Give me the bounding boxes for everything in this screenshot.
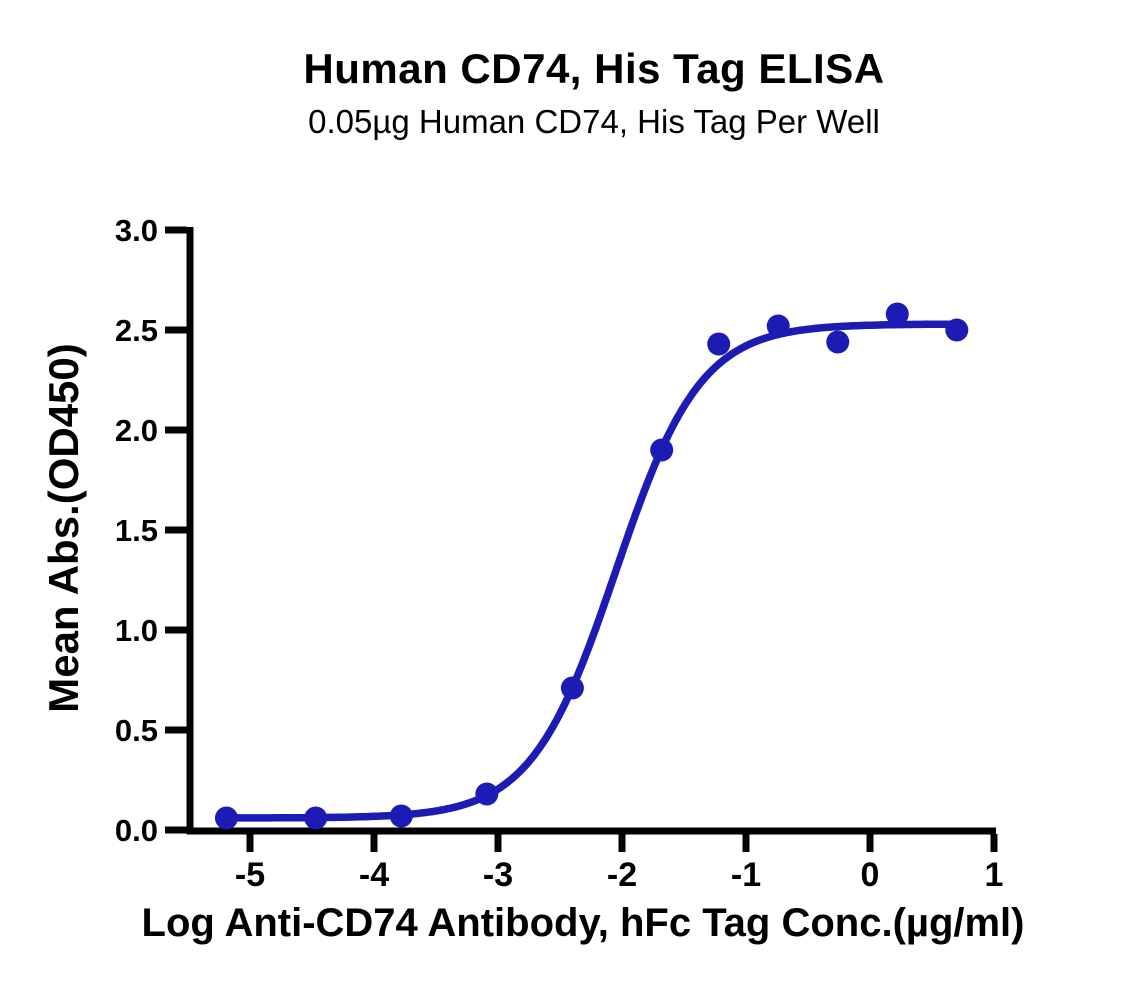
data-point	[650, 438, 674, 462]
chart-subtitle: 0.05µg Human CD74, His Tag Per Well	[308, 103, 880, 140]
x-tick-label: -2	[607, 856, 637, 894]
data-point	[475, 782, 499, 806]
data-point	[766, 314, 790, 338]
y-axis-label: Mean Abs.(OD450)	[40, 343, 87, 713]
x-tick-label: 0	[861, 856, 880, 894]
data-point	[560, 676, 584, 700]
y-tick-label: 1.0	[115, 613, 158, 648]
x-tick-label: -4	[359, 856, 389, 894]
y-tick-label: 0.0	[115, 813, 158, 848]
y-tick-label: 2.0	[115, 413, 158, 448]
data-point	[945, 318, 969, 342]
x-axis-label: Log Anti-CD74 Antibody, hFc Tag Conc.(µg…	[141, 901, 1025, 945]
x-tick-label: 1	[985, 856, 1004, 894]
y-tick-label: 0.5	[115, 713, 158, 748]
x-tick-label: -5	[235, 856, 265, 894]
x-tick-label: -3	[483, 856, 513, 894]
data-point	[389, 804, 413, 828]
data-point	[885, 302, 909, 326]
fit-curve	[222, 320, 964, 822]
y-tick-label: 1.5	[115, 513, 158, 548]
data-point	[214, 806, 238, 830]
data-point	[304, 806, 328, 830]
data-point	[707, 332, 731, 356]
y-tick-label: 2.5	[115, 313, 158, 348]
data-point	[826, 330, 850, 354]
x-tick-label: -1	[731, 856, 761, 894]
chart-title: Human CD74, His Tag ELISA	[303, 45, 885, 92]
chart-header: Human CD74, His Tag ELISA 0.05µg Human C…	[52, 44, 1136, 142]
y-tick-label: 3.0	[115, 213, 158, 248]
